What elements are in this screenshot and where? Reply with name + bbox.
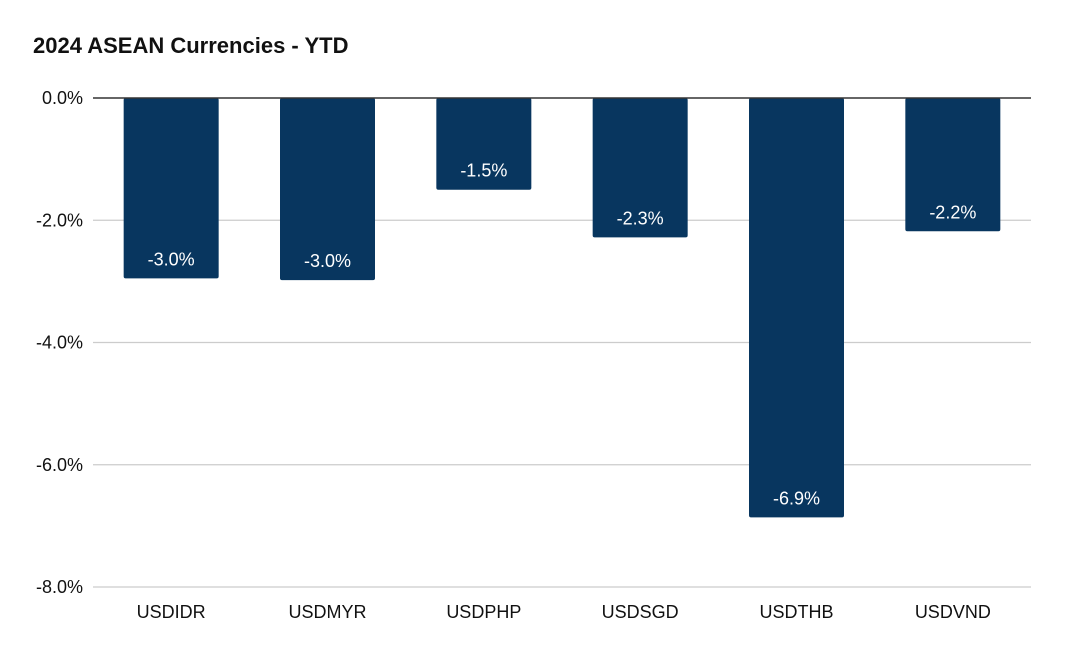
bar	[123, 98, 219, 279]
data-label: -2.3%	[617, 208, 664, 228]
bar	[749, 98, 844, 518]
data-label: -1.5%	[460, 161, 507, 181]
y-tick-label: -6.0%	[36, 455, 83, 475]
chart-title: 2024 ASEAN Currencies - YTD	[33, 33, 349, 58]
x-tick-label: USDVND	[915, 602, 991, 622]
y-tick-label: -8.0%	[36, 577, 83, 597]
y-axis-ticks: 0.0% -2.0% -4.0% -6.0% -8.0%	[36, 88, 83, 597]
data-labels: -3.0% -3.0% -1.5% -2.3% -6.9% -2.2%	[148, 161, 977, 509]
x-tick-label: USDSGD	[602, 602, 679, 622]
y-tick-label: -2.0%	[36, 210, 83, 230]
x-axis-ticks: USDIDR USDMYR USDPHP USDSGD USDTHB USDVND	[137, 602, 991, 622]
y-tick-label: 0.0%	[42, 88, 83, 108]
data-label: -2.2%	[929, 202, 976, 222]
data-label: -3.0%	[304, 251, 351, 271]
bar	[905, 98, 1001, 232]
x-tick-label: USDMYR	[288, 602, 366, 622]
data-label: -3.0%	[148, 249, 195, 269]
bar	[436, 98, 532, 190]
bars	[123, 98, 1001, 518]
data-label: -6.9%	[773, 488, 820, 508]
x-tick-label: USDIDR	[137, 602, 206, 622]
gridlines	[93, 219, 1031, 588]
x-tick-label: USDTHB	[759, 602, 833, 622]
bar	[280, 98, 375, 281]
y-tick-label: -4.0%	[36, 333, 83, 353]
x-tick-label: USDPHP	[446, 602, 521, 622]
bar	[592, 98, 688, 238]
